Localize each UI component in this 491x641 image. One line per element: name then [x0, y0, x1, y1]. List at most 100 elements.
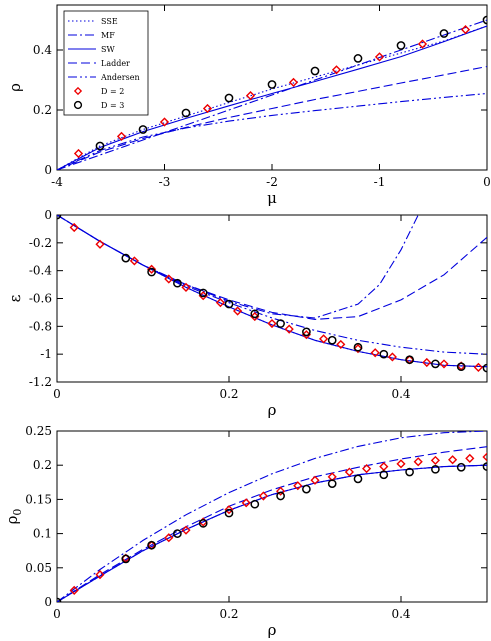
- y-tick-label: 0: [44, 208, 52, 222]
- marker-d3: [327, 479, 337, 489]
- marker-d3: [95, 141, 105, 151]
- x-tick-label: 0.2: [219, 387, 238, 401]
- x-tick-label: 0: [483, 175, 491, 189]
- series-line-sse: [57, 215, 487, 368]
- legend-box: [63, 10, 149, 116]
- x-tick-label: -4: [51, 175, 63, 189]
- marker-d3: [121, 554, 131, 564]
- marker-d2: [460, 25, 471, 35]
- x-tick-label: -2: [266, 175, 278, 189]
- marker-d2: [276, 486, 286, 496]
- marker-d2: [147, 264, 157, 274]
- plot-frame: [56, 430, 488, 603]
- y-tick-label: -0.4: [29, 264, 53, 278]
- marker-d3: [353, 54, 363, 63]
- legend-label-d3: D = 3: [101, 101, 124, 110]
- marker-d2: [233, 306, 243, 316]
- marker-d2: [362, 464, 372, 474]
- marker-d2: [336, 339, 346, 350]
- marker-d2: [69, 585, 79, 595]
- legend-label-d2: D = 2: [101, 87, 124, 96]
- x-tick-label: 0.4: [391, 607, 410, 621]
- legend-label-ladder: Ladder: [101, 59, 130, 68]
- marker-d3: [173, 278, 182, 288]
- marker-d3: [57, 597, 62, 602]
- series-line-andersen: [57, 464, 487, 602]
- marker-d3: [224, 299, 234, 309]
- x-axis-label: ρ: [268, 401, 277, 419]
- legend-label-sse: SSE: [101, 17, 118, 26]
- marker-d3: [353, 474, 363, 484]
- marker-d3: [327, 335, 337, 345]
- series-group: [57, 431, 487, 602]
- marker-d3: [353, 342, 363, 352]
- marker-d2: [181, 525, 191, 535]
- y-tick-label: -1.2: [29, 375, 52, 389]
- marker-d2: [310, 475, 320, 485]
- marker-d3: [138, 125, 148, 134]
- marker-d2: [482, 452, 487, 462]
- marker-d3: [224, 93, 234, 103]
- y-tick-label: 0.4: [33, 43, 52, 57]
- marker-d2: [413, 457, 423, 467]
- series-group: [57, 215, 487, 373]
- marker-d3: [379, 470, 389, 480]
- marker-d2: [284, 324, 294, 334]
- marker-d3: [57, 215, 62, 220]
- chart-panel-2: 0 0.2 0.4 0 -0.2 -0.4 -0.6 -0.8 -1 -1.2 ρ ε: [6, 208, 488, 419]
- y-tick-label: 0.25: [25, 424, 52, 438]
- chart-panel-1: -4 -3 -2 -1 0 0 0.2 0.4 μ ρ SSE MF SW Ladder Andersen D…: [6, 4, 491, 207]
- marker-d2: [396, 459, 406, 469]
- legend: SSE MF SW Ladder Andersen D = 2 D = 3: [63, 10, 149, 116]
- marker-d3: [147, 540, 156, 550]
- series-line-andersen: [57, 92, 487, 170]
- x-tick-label: 0.2: [219, 607, 238, 621]
- marker-d2: [224, 505, 234, 515]
- marker-d2: [164, 274, 174, 284]
- series-line-ladder: [57, 215, 487, 320]
- x-tick-label: 0: [53, 607, 61, 621]
- marker-d2: [370, 348, 380, 358]
- marker-d2: [129, 256, 139, 266]
- marker-d3: [431, 359, 440, 369]
- marker-d3: [405, 467, 414, 477]
- y-tick-label: 0.1: [33, 527, 52, 541]
- marker-d2: [422, 357, 432, 368]
- series-line-ladder: [57, 446, 487, 602]
- series-line-sse: [57, 464, 487, 602]
- marker-d3: [396, 41, 406, 50]
- marker-d3: [147, 267, 156, 277]
- marker-d2: [95, 570, 105, 580]
- y-axis-label: ρ0: [3, 509, 24, 525]
- marker-d3: [302, 484, 311, 494]
- marker-d2: [331, 65, 342, 75]
- marker-d2: [379, 461, 389, 472]
- marker-d2: [95, 239, 105, 249]
- y-tick-label: 0.15: [25, 492, 52, 506]
- x-tick-label: -1: [374, 175, 386, 189]
- marker-d2: [465, 453, 475, 463]
- y-tick-label: 0.05: [25, 561, 52, 575]
- x-axis-label: μ: [267, 189, 277, 207]
- marker-d2: [293, 481, 303, 491]
- x-tick-label: 0: [53, 387, 61, 401]
- marker-d3: [439, 29, 449, 38]
- marker-d2: [288, 77, 299, 87]
- marker-d3: [224, 508, 234, 518]
- marker-d2: [417, 39, 428, 49]
- x-tick-label: -3: [159, 175, 171, 189]
- plot-frame: [56, 214, 488, 383]
- y-tick-label: -1: [40, 347, 52, 361]
- legend-marker-d3: [73, 100, 83, 110]
- series-line-ladder: [57, 65, 487, 170]
- y-tick-label: 0: [44, 163, 52, 177]
- marker-d3: [482, 15, 487, 25]
- legend-label-sw: SW: [101, 45, 115, 54]
- marker-d3: [250, 309, 260, 319]
- marker-d3: [302, 327, 311, 337]
- marker-d2: [202, 103, 213, 114]
- marker-d2: [374, 52, 385, 62]
- marker-d2: [387, 352, 397, 362]
- marker-d2: [198, 291, 208, 301]
- marker-d2: [73, 148, 84, 159]
